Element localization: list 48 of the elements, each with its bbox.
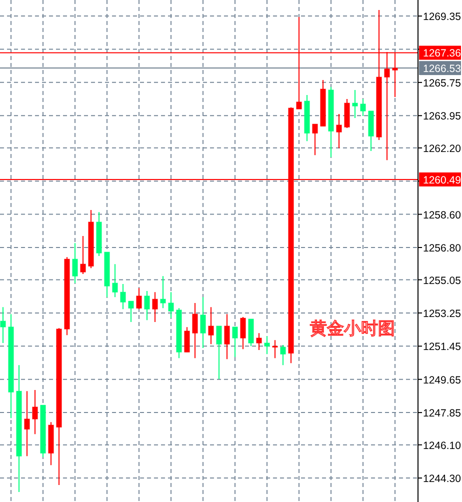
candlestick <box>232 326 238 358</box>
candlestick <box>72 242 78 284</box>
candlestick <box>192 302 198 359</box>
y-tick-label: 1263.95 <box>423 110 462 123</box>
candlestick <box>168 292 174 319</box>
candlestick <box>352 90 358 119</box>
y-tick-label: 1262.20 <box>423 142 462 155</box>
candlestick <box>216 326 222 380</box>
y-tick-label: 1255.05 <box>423 274 462 287</box>
candlestick <box>272 340 278 359</box>
candlestick <box>248 318 254 347</box>
y-tick-label: 1246.10 <box>423 440 462 452</box>
y-tick-label: 1251.45 <box>423 341 462 354</box>
y-tick-label: 1253.25 <box>423 308 462 320</box>
candlestick <box>160 276 166 309</box>
candlestick <box>144 290 150 321</box>
candlestick <box>256 332 262 351</box>
candlestick <box>0 306 6 344</box>
candlestick <box>200 296 206 349</box>
y-tick-label: 1269.35 <box>423 11 462 24</box>
candlestick <box>312 124 318 156</box>
candlestick <box>224 314 230 360</box>
y-tick-label: 1256.80 <box>423 242 462 254</box>
candlestick <box>112 264 118 298</box>
candlestick <box>280 344 286 366</box>
ref-line-label: 1267.36 <box>423 48 462 60</box>
y-tick-label: 1244.30 <box>423 473 462 486</box>
y-tick-label: 1249.65 <box>423 374 462 386</box>
y-tick-label: 1247.85 <box>423 408 462 420</box>
ref-line-label: 1260.49 <box>423 174 462 186</box>
candlestick <box>152 292 158 323</box>
annotation: 黄金小时图 <box>310 319 395 338</box>
candlestick <box>360 98 366 116</box>
candlestick <box>344 98 350 128</box>
candlestick <box>240 316 246 350</box>
candlestick <box>24 390 30 457</box>
candlestick <box>336 113 342 149</box>
candlestick <box>184 326 190 353</box>
y-tick-label: 1258.60 <box>423 209 462 222</box>
candlestick <box>32 390 38 435</box>
candlestick <box>136 288 142 310</box>
candlestick <box>120 284 126 310</box>
candlestick <box>208 306 214 345</box>
candlestick <box>80 236 86 275</box>
candlestick <box>128 300 134 323</box>
ref-line-label: 1266.53 <box>423 63 462 76</box>
y-tick-label: 1265.75 <box>423 77 462 90</box>
candlestick <box>264 336 270 355</box>
